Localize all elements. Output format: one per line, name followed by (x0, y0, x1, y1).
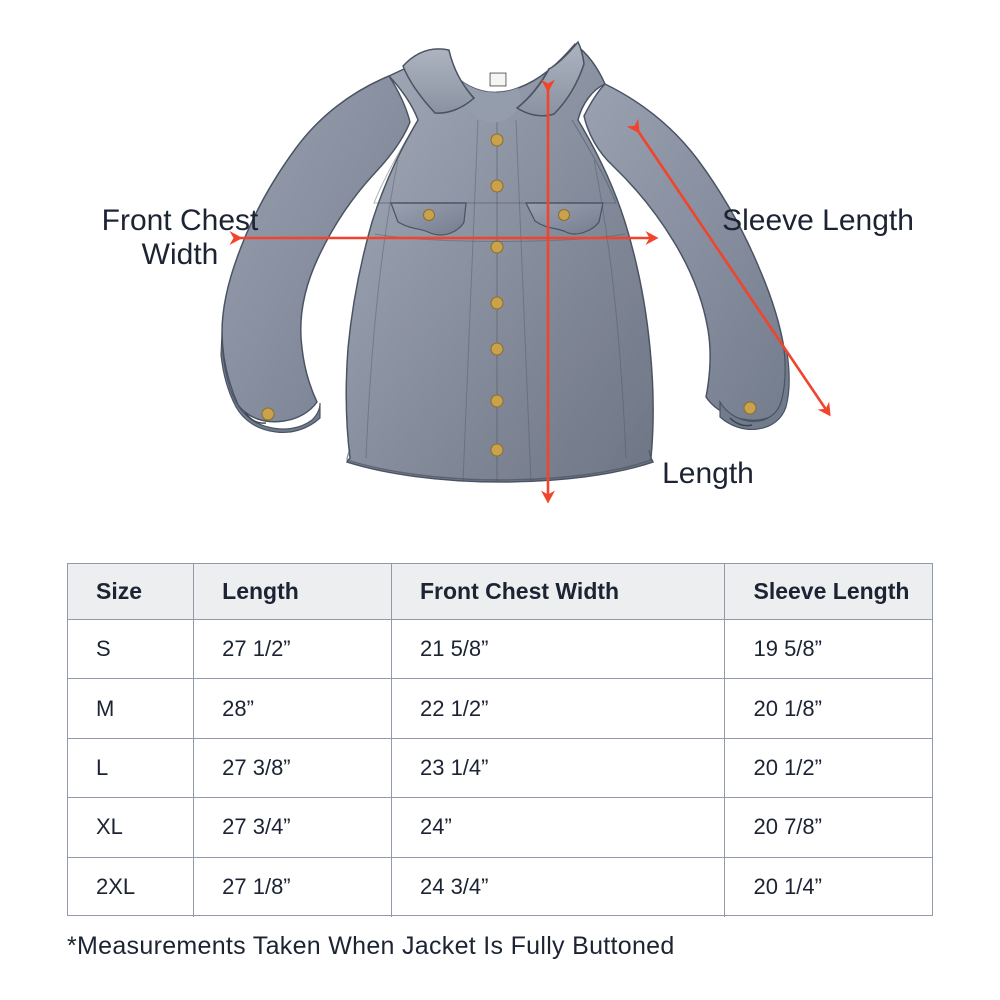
svg-text:Length: Length (662, 457, 754, 490)
svg-text:Front Chest: Front Chest (102, 204, 259, 237)
svg-text:Width: Width (142, 238, 219, 271)
svg-text:Sleeve Length: Sleeve Length (722, 204, 914, 237)
